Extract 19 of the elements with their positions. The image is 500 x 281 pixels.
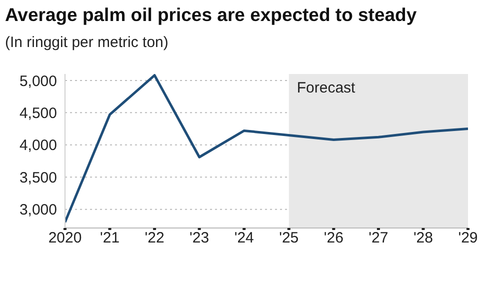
- x-tick-label: '25: [279, 230, 299, 247]
- x-tick-label: '27: [368, 230, 388, 247]
- x-tick-label: '21: [100, 230, 120, 247]
- x-tick-label: 2020: [48, 230, 82, 247]
- y-tick-label: 3,500: [19, 169, 57, 186]
- y-tick-label: 4,500: [19, 104, 57, 122]
- chart-title: Average palm oil prices are expected to steady: [5, 4, 417, 26]
- y-tick-label: 4,000: [19, 137, 57, 154]
- x-tick-label: '24: [234, 230, 254, 247]
- x-tick-label: '29: [458, 230, 478, 247]
- y-tick-label: 5,000: [19, 72, 57, 90]
- y-tick-label: 3,000: [19, 202, 57, 219]
- chart-subtitle: (In ringgit per metric ton): [5, 34, 168, 51]
- band-label: Forecast: [296, 80, 356, 97]
- x-tick-label: '23: [190, 230, 210, 247]
- x-tick-label: '22: [144, 230, 164, 247]
- x-tick-label: '28: [413, 230, 434, 247]
- line-series: [65, 74, 468, 224]
- x-tick-label: '26: [324, 230, 344, 247]
